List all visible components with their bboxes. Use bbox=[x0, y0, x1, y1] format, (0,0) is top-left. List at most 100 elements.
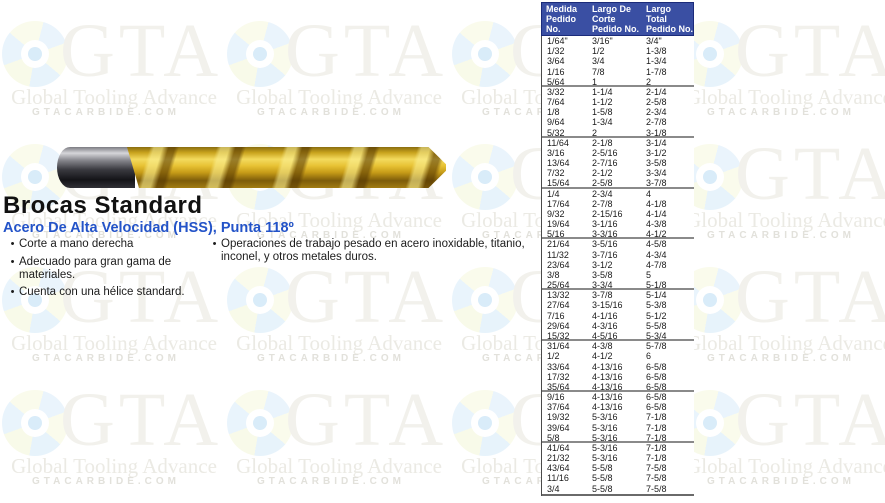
cell-medida: 27/64 bbox=[547, 300, 570, 311]
cell-largo-corte: 3-1/16 bbox=[592, 219, 618, 230]
header-largo-de: Largo De bbox=[592, 4, 632, 14]
cell-largo-total: 6-5/8 bbox=[646, 381, 667, 392]
gta-wordmark: GTA bbox=[285, 255, 448, 339]
table-row: 15/64 2-5/8 3-7/8 bbox=[542, 178, 694, 189]
gta-domain: GTACARBIDE.COM bbox=[31, 476, 181, 487]
table-row: 7/32 2-1/2 3-3/4 bbox=[542, 168, 694, 178]
cell-largo-corte: 4-1/2 bbox=[592, 351, 613, 362]
table-row: 17/32 4-13/16 6-5/8 bbox=[542, 372, 694, 382]
table-row: 11/32 3-7/16 4-3/4 bbox=[542, 250, 694, 260]
table-row: 33/64 4-13/16 6-5/8 bbox=[542, 362, 694, 372]
cell-largo-corte: 5-3/16 bbox=[592, 422, 618, 433]
cell-largo-corte: 1-5/8 bbox=[592, 107, 613, 118]
gta-tagline: Global Tooling Advance bbox=[686, 331, 885, 355]
cell-medida: 43/64 bbox=[547, 463, 570, 474]
header-medida-label: Medida bbox=[546, 4, 578, 14]
gta-wordmark: GTA bbox=[735, 132, 885, 216]
gta-wordmark: GTA bbox=[735, 378, 885, 462]
cell-largo-total: 7-5/8 bbox=[646, 463, 667, 474]
header-corte: Corte bbox=[592, 14, 616, 24]
cell-largo-corte: 2-1/2 bbox=[592, 168, 613, 179]
gta-domain: GTACARBIDE.COM bbox=[706, 107, 856, 118]
drill-bit-image bbox=[57, 147, 446, 188]
cell-largo-corte: 3-1/2 bbox=[592, 259, 613, 270]
cell-medida: 1/4 bbox=[547, 188, 560, 199]
feature-item-text: Adecuado para gran gama de materiales. bbox=[19, 255, 172, 281]
cell-largo-corte: 4-13/16 bbox=[592, 361, 623, 372]
feature-item-text: Cuenta con una hélice standard. bbox=[19, 286, 185, 298]
bullet-icon: • bbox=[212, 238, 217, 250]
table-row: 1/64" 3/16" 3/4" bbox=[542, 36, 694, 46]
cell-medida: 9/64 bbox=[547, 117, 565, 128]
product-subtitle: Acero De Alta Velocidad (HSS), Punta 118… bbox=[3, 220, 294, 236]
cell-largo-total: 4-1/2 bbox=[646, 229, 667, 240]
gta-wordmark: GTA bbox=[60, 378, 223, 462]
cell-largo-corte: 3-15/16 bbox=[592, 300, 623, 311]
drill-bit-flutes bbox=[127, 147, 446, 188]
cell-largo-total: 7-5/8 bbox=[646, 473, 667, 484]
bullet-icon: • bbox=[10, 286, 15, 298]
cell-largo-total: 4-5/8 bbox=[646, 239, 667, 250]
cell-medida: 25/64 bbox=[547, 280, 570, 291]
cell-largo-total: 6-5/8 bbox=[646, 402, 667, 413]
table-row: 39/64 5-3/16 7-1/8 bbox=[542, 423, 694, 433]
product-title: Brocas Standard bbox=[3, 192, 203, 219]
cell-largo-total: 3/4" bbox=[646, 36, 662, 46]
cell-medida: 15/32 bbox=[547, 330, 570, 341]
cell-medida: 5/16 bbox=[547, 229, 565, 240]
cell-largo-corte: 2-1/8 bbox=[592, 137, 613, 148]
cell-largo-corte: 5-5/8 bbox=[592, 473, 613, 484]
cell-largo-corte: 2-3/4 bbox=[592, 188, 613, 199]
cell-largo-total: 6 bbox=[646, 351, 652, 362]
cell-medida: 11/64 bbox=[547, 137, 569, 148]
table-row: 25/64 3-3/4 5-1/8 bbox=[542, 280, 694, 291]
cell-largo-total: 7-5/8 bbox=[646, 483, 667, 494]
table-row: 1/16 7/8 1-7/8 bbox=[542, 67, 694, 77]
gta-tagline: Global Tooling Advance bbox=[236, 454, 442, 478]
header-largo: Largo bbox=[646, 4, 672, 14]
cell-largo-corte: 4-13/16 bbox=[592, 392, 623, 403]
table-row: 3/64 3/4 1-3/4 bbox=[542, 56, 694, 66]
cell-largo-corte: 2-5/16 bbox=[592, 147, 618, 158]
table-body: 1/64" 3/16" 3/4" 1/32 1/2 1-3/8 3/64 3/4 1-3/4 1/… bbox=[541, 36, 694, 496]
table-row: 5/8 5-3/16 7-1/8 bbox=[542, 433, 694, 443]
cell-medida: 21/32 bbox=[547, 453, 570, 464]
cell-medida: 3/64 bbox=[547, 56, 565, 67]
feature-item: • Adecuado para gran gama de materiales. bbox=[6, 256, 206, 282]
cell-largo-corte: 4-5/16 bbox=[592, 330, 618, 341]
feature-item-text: Corte a mano derecha bbox=[19, 238, 134, 250]
gta-tagline: Global Tooling Advance bbox=[686, 454, 885, 478]
header-total-pedido: Pedido No. bbox=[646, 24, 693, 34]
gta-domain: GTACARBIDE.COM bbox=[256, 476, 406, 487]
table-row: 29/64 4-3/16 5-5/8 bbox=[542, 321, 694, 331]
cell-largo-total: 5-3/4 bbox=[646, 330, 667, 341]
gta-wordmark: GTA bbox=[735, 255, 885, 339]
gta-domain: GTACARBIDE.COM bbox=[706, 476, 856, 487]
gta-swirl-logo-icon bbox=[452, 390, 518, 456]
cell-largo-total: 3-1/4 bbox=[646, 137, 667, 148]
table-row: 9/32 2-15/16 4-1/4 bbox=[542, 209, 694, 219]
table-row: 37/64 4-13/16 6-5/8 bbox=[542, 402, 694, 412]
gta-domain: GTACARBIDE.COM bbox=[706, 353, 856, 364]
cell-medida: 5/32 bbox=[547, 127, 565, 138]
table-row: 3/8 3-5/8 5 bbox=[542, 270, 694, 280]
cell-medida: 3/8 bbox=[547, 269, 560, 280]
cell-largo-total: 7-1/8 bbox=[646, 453, 667, 464]
gta-wordmark: GTA bbox=[285, 9, 448, 93]
cell-largo-total: 5-5/8 bbox=[646, 320, 667, 331]
cell-largo-total: 4-1/4 bbox=[646, 208, 667, 219]
table-row: 1/4 2-3/4 4 bbox=[542, 189, 694, 199]
cell-largo-corte: 2-7/16 bbox=[592, 158, 618, 169]
cell-medida: 7/32 bbox=[547, 168, 565, 179]
table-row: 5/16 3-3/16 4-1/2 bbox=[542, 229, 694, 240]
cell-largo-corte: 4-3/8 bbox=[592, 341, 613, 352]
cell-medida: 19/64 bbox=[547, 219, 570, 230]
cell-medida: 41/64 bbox=[547, 442, 570, 453]
gta-swirl-logo-icon bbox=[452, 144, 518, 210]
gta-tagline: Global Tooling Advance bbox=[686, 85, 885, 109]
